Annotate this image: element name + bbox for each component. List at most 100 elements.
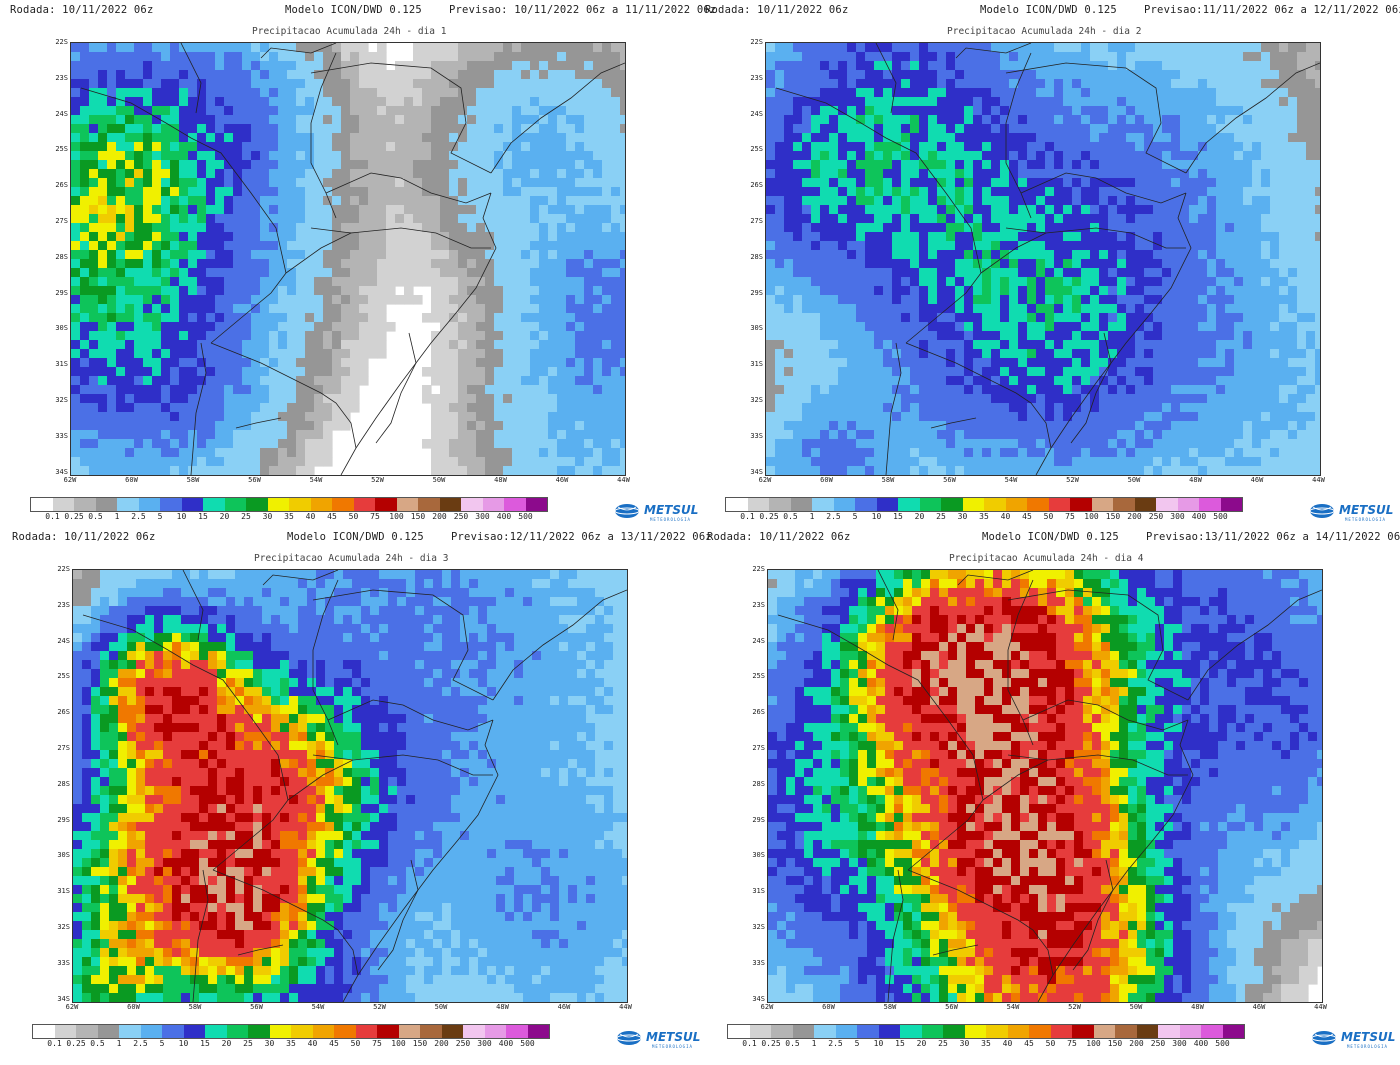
legend-label: 10 [871,512,882,521]
logo-tagline: METEOROLOGIA [650,517,691,522]
longitude-tick: 60W [127,1003,140,1011]
legend-swatch [52,498,74,511]
legend-label: 5 [854,1039,860,1048]
legend-swatch [747,498,769,511]
legend-label: 10 [178,1039,189,1048]
legend-label: 20 [914,512,925,521]
metsul-logo: METSUL METEOROLOGIA [1309,500,1393,522]
latitude-tick: 33S [752,958,765,967]
legend-label: 100 [391,1039,406,1048]
longitude-tick: 56W [943,476,956,484]
latitude-tick: 34S [750,467,763,476]
legend-swatch [921,1025,943,1038]
legend-label: 1 [114,512,120,521]
legend-swatch [1134,498,1156,511]
legend-swatch [377,1025,399,1038]
legend-label: 2.5 [828,1039,843,1048]
legend-label: 40 [1002,1039,1013,1048]
legend-swatch [771,1025,793,1038]
legend-swatch [289,498,311,511]
legend-label: 0.1 [47,1039,62,1048]
latitude-tick: 34S [57,994,70,1003]
latitude-tick: 26S [752,708,765,717]
latitude-tick: 22S [752,565,765,573]
precipitation-map [70,42,626,476]
legend-swatch [1050,1025,1072,1038]
legend-label: 0.1 [742,1039,757,1048]
longitude-tick: 50W [1129,1003,1143,1011]
logo-name: METSUL [646,1030,701,1044]
legend-swatch [1222,1025,1244,1038]
longitude-tick: 54W [1006,1003,1020,1011]
legend-swatch [482,498,504,511]
longitude-tick: 62W [65,1003,79,1011]
legend-label: 75 [1067,1039,1077,1048]
latitude-tick: 24S [750,109,763,118]
legend-swatch [74,498,96,511]
legend-swatch [1177,498,1199,511]
state-borders [80,43,625,475]
legend-swatch [814,1025,836,1038]
latitude-tick: 25S [750,145,763,154]
legend-swatch [986,1025,1008,1038]
legend-swatch [203,498,225,511]
latitude-tick: 30S [752,851,765,860]
legend-label: 1 [811,1039,817,1048]
logo-name: METSUL [1341,1030,1396,1044]
latitude-tick: 25S [57,672,70,681]
legend-label: 10 [176,512,187,521]
legend-swatch [857,1025,879,1038]
legend-label: 100 [1086,1039,1101,1048]
legend-swatch [484,1025,506,1038]
legend-label: 400 [496,512,512,521]
latitude-tick: 22S [57,565,70,573]
legend-swatch [226,1025,248,1038]
longitude-tick: 44W [1312,476,1325,484]
legend-label: 250 [453,512,469,521]
forecast-panel-day-3: Rodada: 10/11/2022 06z Modelo ICON/DWD 0.… [10,529,712,1054]
legend-swatch [140,1025,162,1038]
state-borders [777,570,1322,1002]
forecast-range-label: Previsao: 10/11/2022 06z a 11/11/2022 06… [449,4,717,16]
color-legend-bar [30,497,548,512]
color-legend-bar [727,1024,1245,1039]
legend-label: 50 [1045,1039,1056,1048]
longitude-tick: 58W [883,1003,897,1011]
latitude-tick: 31S [55,360,68,369]
legend-swatch [183,1025,205,1038]
legend-label: 20 [221,1039,232,1048]
precipitation-field [766,43,1320,475]
legend-swatch [506,1025,528,1038]
legend-swatch [353,498,375,511]
legend-swatch [876,498,898,511]
legend-label: 200 [1129,1039,1144,1048]
legend-swatch [33,1025,55,1038]
legend-label: 45 [329,1039,339,1048]
legend-labels: 0.1 0.25 0.5 1 2.5 5 10 15 20 25 30 35 40 45 50 75 100 15… [30,512,570,522]
longitude-tick: 52W [373,1003,386,1011]
legend-swatch [461,498,483,511]
longitude-tick: 54W [311,1003,325,1011]
legend-label: 0.25 [759,512,779,521]
legend-swatch [749,1025,771,1038]
longitude-tick: 60W [822,1003,835,1011]
longitude-tick: 48W [1189,476,1202,484]
legend-swatch [355,1025,377,1038]
legend-label: 150 [1107,1039,1123,1048]
longitude-tick: 52W [1066,476,1079,484]
legend-swatch [224,498,246,511]
latitude-tick: 30S [750,324,763,333]
legend-label: 2.5 [133,1039,148,1048]
legend-swatch [54,1025,76,1038]
legend-swatch [334,1025,356,1038]
longitude-tick: 46W [1250,476,1264,484]
legend-label: 75 [370,512,380,521]
latitude-tick: 32S [750,396,763,404]
legend-label: 30 [959,1039,970,1048]
legend-swatch [463,1025,485,1038]
legend-swatch [792,1025,814,1038]
legend-swatch [138,498,160,511]
legend-label: 35 [981,1039,991,1048]
longitude-tick: 48W [1191,1003,1204,1011]
legend-label: 45 [1022,512,1032,521]
